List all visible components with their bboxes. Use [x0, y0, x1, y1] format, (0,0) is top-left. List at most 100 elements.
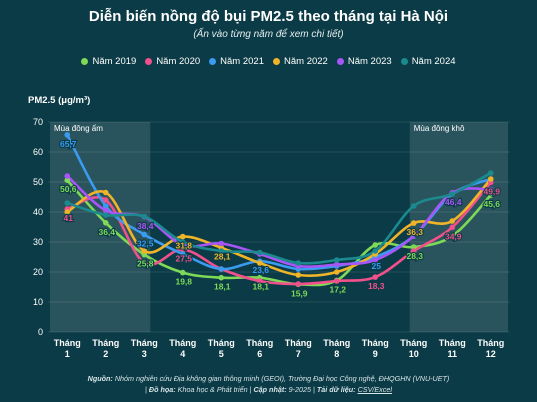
data-point: [410, 203, 417, 209]
chart-subtitle: (Ấn vào từng năm để xem chi tiết): [193, 29, 344, 40]
data-point: [295, 260, 302, 266]
data-point: [333, 269, 340, 275]
legend-label: Năm 2023: [347, 56, 392, 67]
data-point: [256, 278, 263, 284]
y-tick-label: 20: [33, 267, 43, 277]
data-point: [102, 197, 109, 203]
data-point: [102, 220, 109, 226]
data-label: 38,4: [137, 221, 154, 231]
data-point: [449, 233, 456, 239]
data-label: 27,5: [175, 254, 192, 264]
x-tick-label-line: Tháng: [362, 338, 389, 348]
x-tick-label-line: Tháng: [285, 338, 312, 348]
data-point: [333, 278, 340, 284]
legend-label: Năm 2019: [92, 56, 137, 67]
update-label: Cập nhật:: [253, 385, 287, 394]
data-label: 45,6: [483, 199, 500, 209]
data-point: [64, 177, 71, 183]
chart-title: Diễn biến nồng độ bụi PM2.5 theo tháng t…: [88, 8, 449, 25]
data-label: 36,4: [98, 227, 115, 237]
x-tick-label-line: Tháng: [169, 338, 196, 348]
data-point: [449, 218, 456, 224]
data-label: 25,8: [137, 259, 154, 269]
y-tick-label: 40: [33, 207, 43, 217]
legend-item[interactable]: Năm 2019: [81, 56, 136, 67]
data-label: 25: [372, 261, 382, 271]
x-tick-label-line: 4: [180, 349, 185, 359]
data-point: [487, 186, 494, 193]
legend-item[interactable]: Năm 2024: [400, 56, 456, 67]
data-point: [256, 249, 263, 256]
legend-item[interactable]: Năm 2020: [145, 56, 200, 67]
data-label: 41: [64, 213, 74, 223]
legend-swatch: [209, 58, 217, 65]
source-footer: Nguồn: Nhóm nghiên cứu Địa không gian th…: [87, 374, 450, 394]
y-tick-label: 0: [38, 327, 43, 337]
legend-item[interactable]: Năm 2023: [336, 56, 392, 67]
season-label: Mùa đông ấm: [54, 124, 103, 133]
x-tick-label-line: 9: [373, 349, 378, 359]
y-tick-label: 70: [33, 117, 43, 127]
data-point: [218, 240, 225, 247]
legend-swatch: [400, 58, 408, 65]
x-tick-label-line: 7: [296, 349, 301, 359]
data-point: [256, 260, 263, 266]
data-point: [141, 213, 148, 220]
data-point: [141, 260, 148, 266]
legend-label: Năm 2021: [220, 56, 264, 67]
x-tick-label-line: 3: [142, 349, 147, 359]
data-label: 28,1: [214, 252, 231, 262]
x-tick-label-line: 8: [334, 349, 339, 359]
x-tick-label-line: 12: [486, 349, 496, 359]
x-tick-label-line: Tháng: [477, 338, 504, 348]
x-tick-label-line: 1: [65, 349, 70, 359]
x-tick-label: Tháng 1: [54, 338, 81, 359]
data-point: [218, 274, 225, 281]
graphic-text: Khoa học & Phát triển: [177, 385, 248, 394]
legend-item[interactable]: Năm 2021: [209, 56, 264, 67]
legend-label: Năm 2024: [411, 56, 456, 67]
x-tick-label-line: 10: [409, 349, 419, 359]
data-point: [102, 212, 109, 218]
data-point: [410, 248, 417, 254]
data-label: 32,5: [137, 239, 154, 249]
data-point: [218, 266, 225, 272]
graphic-label: Đồ họa:: [148, 385, 176, 394]
data-label: 65,7: [60, 139, 77, 149]
data-point: [102, 189, 109, 196]
data-point: [102, 203, 109, 209]
series-line: [65, 171, 493, 265]
data-point: [64, 132, 71, 138]
x-tick-label-line: Tháng: [208, 338, 235, 348]
y-axis-label: PM2.5 (μg/m³): [28, 95, 91, 106]
data-point: [333, 257, 340, 263]
x-tick-label-line: 11: [447, 349, 457, 359]
data-point: [449, 224, 456, 231]
data-label: 18,3: [368, 281, 385, 291]
source-label: Nguồn:: [87, 374, 113, 383]
data-point: [410, 220, 417, 226]
data-point: [410, 233, 417, 239]
x-tick-label: Tháng 12: [477, 338, 504, 359]
data-point: [487, 192, 494, 198]
season-label: Mùa đông khô: [414, 124, 465, 133]
x-tick-label: Tháng 11: [439, 338, 466, 359]
data-point: [179, 239, 186, 245]
x-tick-label-line: 6: [257, 349, 262, 359]
data-label: 23,6: [252, 265, 269, 275]
x-tick-label: Tháng 4: [169, 338, 196, 359]
data-point: [141, 248, 148, 254]
y-tick-label: 50: [33, 177, 43, 187]
data-point: [179, 246, 186, 253]
legend-item[interactable]: Năm 2022: [273, 56, 328, 67]
data-label: 46,4: [445, 197, 462, 207]
x-tick-label-line: Tháng: [400, 338, 427, 348]
x-tick-label: Tháng 3: [131, 338, 158, 359]
data-label: 34,9: [445, 231, 462, 241]
download-label: Tải dữ liệu:: [316, 385, 356, 394]
y-tick-label: 10: [33, 297, 43, 307]
data-point: [372, 242, 379, 248]
data-label: 18,1: [252, 282, 269, 292]
x-tick-label-line: 5: [219, 349, 224, 359]
download-link[interactable]: CSV/Excel: [357, 385, 392, 394]
